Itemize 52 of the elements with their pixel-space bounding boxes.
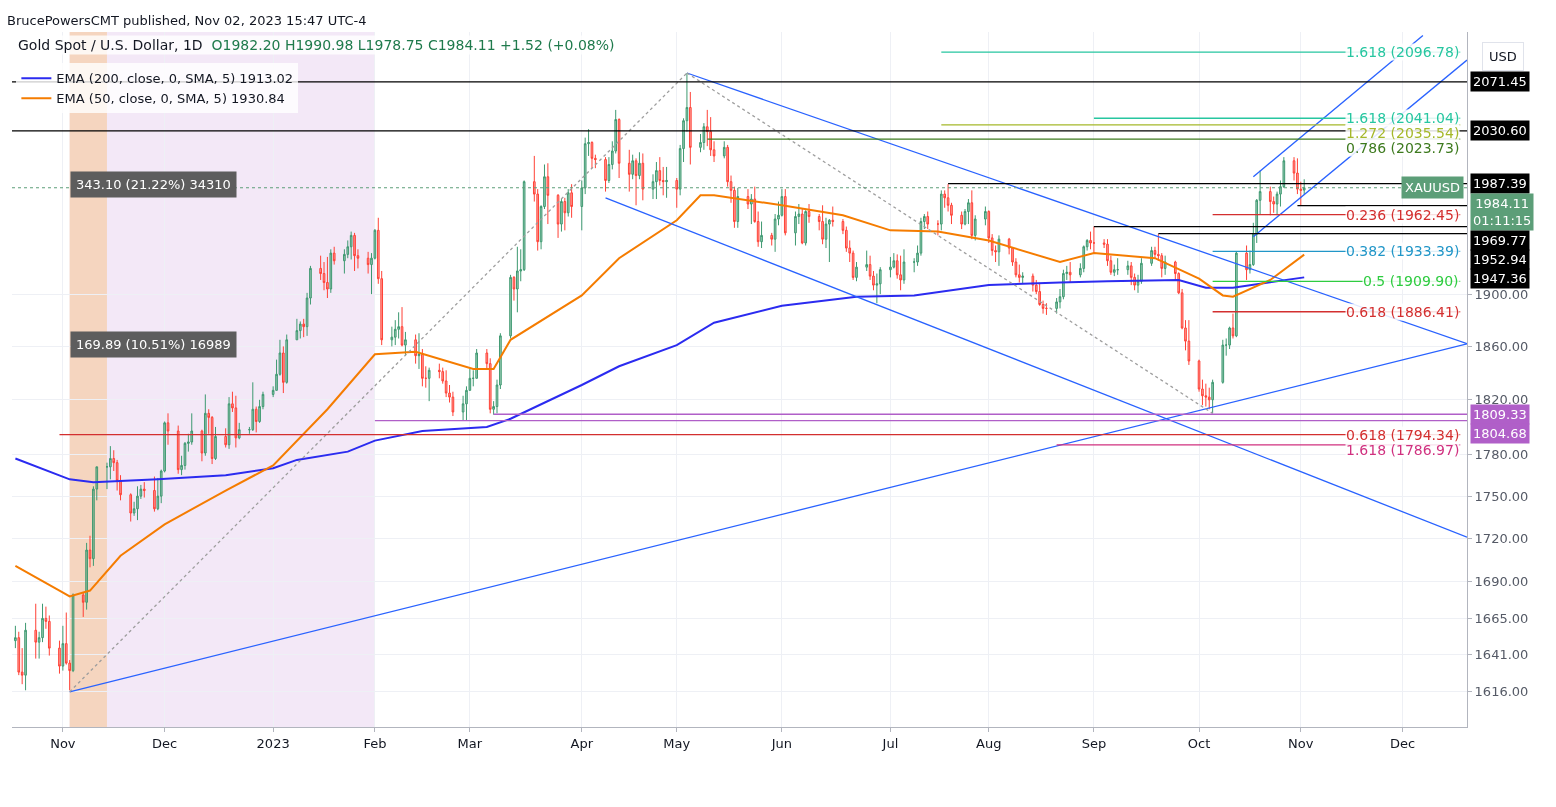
annotation: 1804.68 xyxy=(1473,426,1527,441)
annotation: 0.618 (1886.41) xyxy=(1346,304,1460,320)
x-tick-label: Nov xyxy=(1288,735,1314,751)
annotation: 2030.60 xyxy=(1473,123,1527,138)
annotation: 2071.45 xyxy=(1473,74,1527,89)
y-tick-label: 1780.00 xyxy=(1474,446,1529,462)
annotation: 0.618 (1794.34) xyxy=(1346,427,1460,443)
x-tick-label: Mar xyxy=(457,735,483,751)
chart-title: Gold Spot / U.S. Dollar, 1D xyxy=(18,37,203,53)
annotation: 0.382 (1933.39) xyxy=(1346,243,1460,259)
annotation: 1.618 (2041.04) xyxy=(1346,110,1460,126)
x-tick-label: Jul xyxy=(881,735,899,751)
annotation: 1.618 (1786.97) xyxy=(1346,442,1460,458)
x-tick-label: Jun xyxy=(770,735,793,751)
y-tick-label: 1900.00 xyxy=(1474,286,1529,302)
annotation: 1.618 (2096.78) xyxy=(1346,44,1460,60)
y-tick-label: 1820.00 xyxy=(1474,392,1529,408)
annotation: 1969.77 xyxy=(1473,233,1527,248)
legend-label: EMA (50, close, 0, SMA, 5) 1930.84 xyxy=(56,91,285,107)
annotation: 0.236 (1962.45) xyxy=(1346,207,1460,223)
ref-line-label: XAUUSD xyxy=(1405,180,1461,195)
annotation: 1952.94 xyxy=(1473,252,1527,267)
x-tick-label: 2023 xyxy=(256,735,290,751)
x-tick-label: May xyxy=(663,735,691,751)
x-tick-label: Dec xyxy=(1389,735,1416,751)
annotation: 1987.39 xyxy=(1473,176,1527,191)
x-tick-label: Dec xyxy=(152,735,178,751)
annotation: 0.5 (1909.90) xyxy=(1363,273,1459,289)
y-tick-label: 1665.00 xyxy=(1474,610,1529,626)
x-tick-label: Aug xyxy=(976,735,1002,751)
y-tick-label: 1720.00 xyxy=(1474,531,1529,547)
y-axis-title: USD xyxy=(1489,49,1517,64)
annotation: 1984.11 01:11:15 xyxy=(1473,196,1532,228)
chart-subtitle: O1982.20 H1990.98 L1978.75 C1984.11 +1.52 (+0.08%) xyxy=(211,37,615,53)
x-tick-label: Feb xyxy=(363,735,387,751)
y-tick-label: 1616.00 xyxy=(1474,684,1529,700)
legend-label: EMA (200, close, 0, SMA, 5) 1913.02 xyxy=(56,71,294,87)
text: BrucePowersCMT published, Nov 02, 2023 15:47 UTC-4 xyxy=(7,13,367,28)
x-tick-label: Oct xyxy=(1187,735,1211,751)
x-tick-label: Sep xyxy=(1081,735,1107,751)
annotation: 1.272 (2035.54) xyxy=(1346,125,1460,141)
annotation: 0.786 (2023.73) xyxy=(1346,140,1460,156)
x-tick-label: Apr xyxy=(570,735,594,751)
x-tick-label: Nov xyxy=(50,735,76,751)
band-label: 169.89 (10.51%) 16989 xyxy=(76,337,231,352)
y-tick-label: 1690.00 xyxy=(1474,574,1529,590)
annotation: 1947.36 xyxy=(1473,271,1527,286)
y-tick-label: 1641.00 xyxy=(1474,646,1529,662)
band-label: 343.10 (21.22%) 34310 xyxy=(76,177,231,192)
annotation: 1809.33 xyxy=(1473,407,1527,422)
y-tick-label: 1750.00 xyxy=(1474,488,1529,504)
y-tick-label: 1860.00 xyxy=(1474,338,1529,354)
